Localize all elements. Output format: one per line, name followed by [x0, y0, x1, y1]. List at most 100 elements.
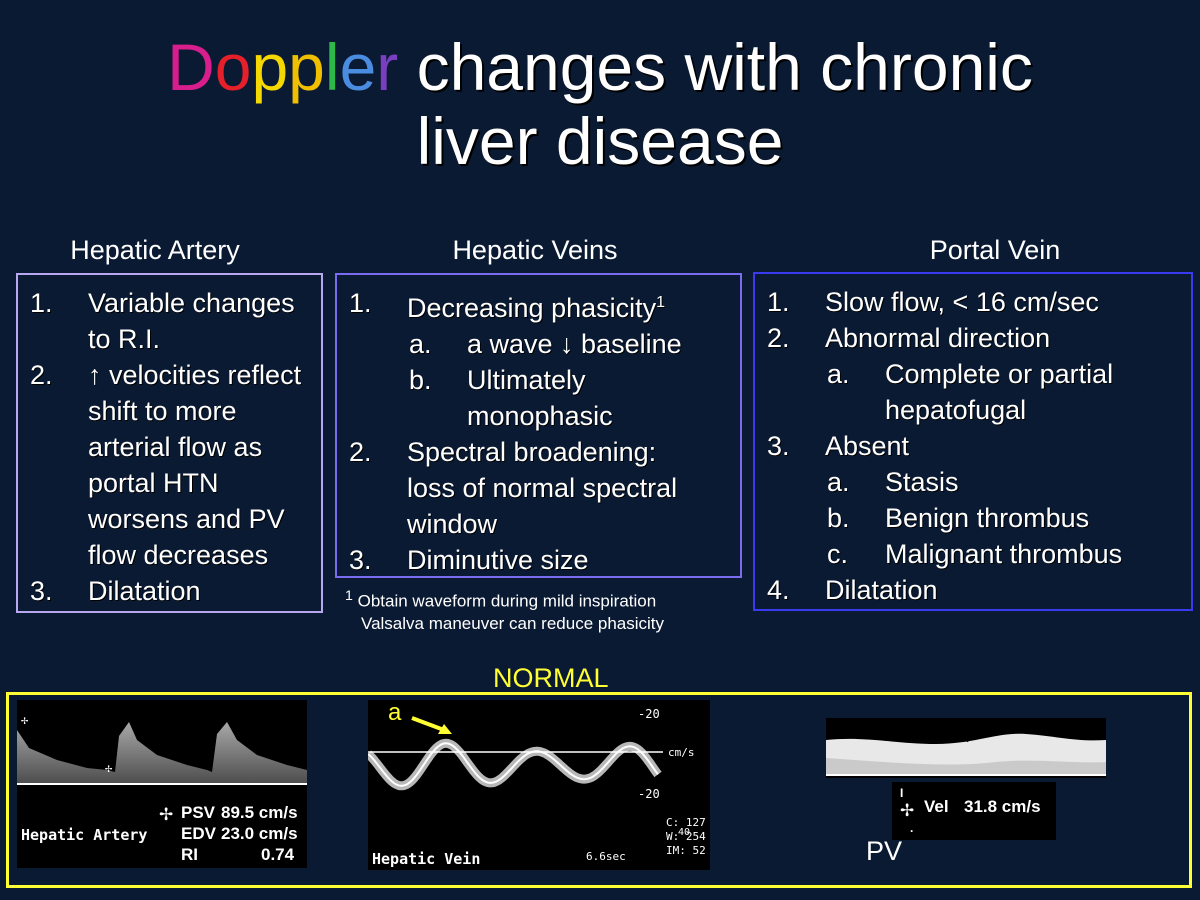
list-item: 3. Absent [767, 428, 1191, 464]
list-item-number: 1. [767, 287, 790, 317]
ri-label: RI [181, 845, 198, 864]
list-item: b. Benign thrombus [767, 500, 1191, 536]
portal-vein-waveform-panel: ✢ [826, 718, 1106, 778]
hv-w-overlay: 40 [678, 827, 690, 838]
hv-w-value: W: 254 [666, 830, 706, 843]
hv-c-value: C: 127 [666, 816, 706, 829]
pv-caption: PV [866, 836, 903, 866]
list-item: 1. Variable changes to R.I. [30, 285, 321, 357]
list-item-text: Ultimately [467, 365, 586, 395]
heading-portal-vein: Portal Vein [929, 235, 1061, 265]
list-item: 1. Slow flow, < 16 cm/sec [767, 284, 1191, 320]
hepatic-artery-waveform: ✢ ✢ Hepatic Artery [17, 713, 307, 844]
edv-value: 23.0 cm/s [221, 824, 298, 843]
list-item-text: Variable changes [88, 288, 295, 318]
a-wave-arrow [411, 716, 445, 732]
list-item-text: ↑ velocities reflect [88, 360, 302, 390]
list-item-text: a wave ↓ baseline [467, 329, 682, 359]
hepatic-vein-waveform: -20 cm/s -20 C: 127 W: 254 40 IM: 52 6.6… [368, 700, 706, 868]
list-item-text: shift to more [88, 396, 237, 426]
list-item-text: loss of normal spectral [407, 473, 678, 503]
list-item-text: hepatofugal [885, 395, 1027, 425]
list-item-text: worsens and PV [88, 504, 285, 534]
list-item-number: a. [827, 359, 850, 389]
list-item-number: 2. [767, 323, 790, 353]
pv-vel-label: Vel [924, 797, 949, 816]
list-item-number: 4. [767, 575, 790, 605]
list-item-number: 2. [349, 437, 372, 467]
list-item-text: to R.I. [88, 324, 161, 354]
title-letter: r [376, 30, 399, 104]
list-item-number: 3. [767, 431, 790, 461]
portal-vein-box: 1. Slow flow, < 16 cm/sec 2. Abnormal direc… [753, 272, 1193, 611]
normal-examples-box [6, 692, 1192, 888]
list-item-number: b. [827, 503, 850, 533]
hv-time: 6.6sec [586, 850, 626, 863]
portal-vein-list: 1. Slow flow, < 16 cm/sec 2. Abnormal direc… [767, 284, 1191, 608]
list-item-text: Malignant thrombus [885, 539, 1123, 569]
title-line-1: Doppler changes with chronic [0, 30, 1200, 104]
portal-vein-waveform: ✢ [826, 731, 1106, 776]
list-item-number: c. [827, 539, 849, 569]
portal-vein-readout: I ✢ Vel 31.8 cm/s · [892, 782, 1056, 840]
hv-scale-bottom: -20 [638, 787, 660, 801]
list-item-text: Abnormal direction [825, 323, 1051, 353]
hepatic-veins-list: 1. Decreasing phasicity1 a. a wave ↓ baseli… [349, 285, 740, 578]
list-item-text: Diminutive size [407, 545, 589, 575]
pv-cursor-icon: ✢ [900, 801, 915, 820]
list-item-number: b. [409, 365, 432, 395]
hepatic-artery-caption: Hepatic Artery [21, 826, 147, 844]
pv-vel-value: 31.8 cm/s [964, 797, 1041, 816]
list-item: 1. Decreasing phasicity1 [349, 285, 740, 326]
ri-value: 0.74 [261, 845, 295, 864]
title-letter: o [214, 30, 252, 104]
list-item: 2. ↑ velocities reflect shift to more arter… [30, 357, 321, 573]
list-item-number: 1. [349, 288, 372, 318]
hepatic-artery-box: 1. Variable changes to R.I. 2. ↑ velocities … [16, 273, 323, 613]
list-item-text: Stasis [885, 467, 959, 497]
hepatic-veins-box: 1. Decreasing phasicity1 a. a wave ↓ baseli… [335, 273, 742, 578]
list-item-text: Dilatation [825, 575, 938, 605]
list-item-text: Absent [825, 431, 910, 461]
list-item-text: Slow flow, < 16 cm/sec [825, 287, 1099, 317]
list-item-text: Benign thrombus [885, 503, 1090, 533]
list-item: 2. Abnormal direction [767, 320, 1191, 356]
list-item-number: 3. [30, 576, 53, 606]
title-letter: e [339, 30, 377, 104]
title-colored-word: Doppler [167, 30, 398, 104]
hepatic-vein-caption: Hepatic Vein [372, 850, 480, 868]
list-item: a. Stasis [767, 464, 1191, 500]
svg-text:✢: ✢ [105, 761, 113, 775]
list-item-number: 3. [349, 545, 372, 575]
title-letter: l [324, 30, 340, 104]
a-wave-label: a [388, 700, 402, 726]
list-item-text: Dilatation [88, 576, 201, 606]
list-item: 3. Diminutive size [349, 542, 740, 578]
heading-hepatic-artery: Hepatic Artery [70, 235, 240, 265]
list-item-number: 1. [30, 288, 53, 318]
title-line-2: liver disease [416, 104, 784, 178]
psv-label: PSV [181, 803, 216, 822]
list-item-number: 2. [30, 360, 53, 390]
list-item: a. a wave ↓ baseline [349, 326, 740, 362]
title-letter: D [167, 30, 215, 104]
list-item: b. Ultimately monophasic [349, 362, 740, 434]
slide-title: Doppler changes with chronic liver disea… [0, 30, 1200, 178]
hepatic-artery-readout: ✢ PSV 89.5 cm/s EDV 23.0 cm/s RI 0.74 [155, 800, 307, 868]
hepatic-veins-footnote: 1 Obtain waveform during mild inspiratio… [345, 585, 664, 635]
list-item-text: window [407, 509, 498, 539]
list-item-number: a. [827, 467, 850, 497]
list-item: 3. Dilatation [30, 573, 321, 609]
list-item-text: monophasic [467, 401, 613, 431]
footnote-line-1: Obtain waveform during mild inspiration [357, 591, 657, 611]
footnote-marker: 1 [345, 588, 353, 604]
list-item-number: a. [409, 329, 432, 359]
list-item: 2. Spectral broadening: loss of normal spe… [349, 434, 740, 542]
list-item-text: portal HTN [88, 468, 219, 498]
list-item: c. Malignant thrombus [767, 536, 1191, 572]
list-item-text: flow decreases [88, 540, 269, 570]
hepatic-vein-waveform-panel: -20 cm/s -20 C: 127 W: 254 40 IM: 52 6.6… [368, 700, 710, 870]
heading-hepatic-veins: Hepatic Veins [452, 235, 618, 265]
list-item: a. Complete or partial hepatofugal [767, 356, 1191, 428]
psv-value: 89.5 cm/s [221, 803, 298, 822]
